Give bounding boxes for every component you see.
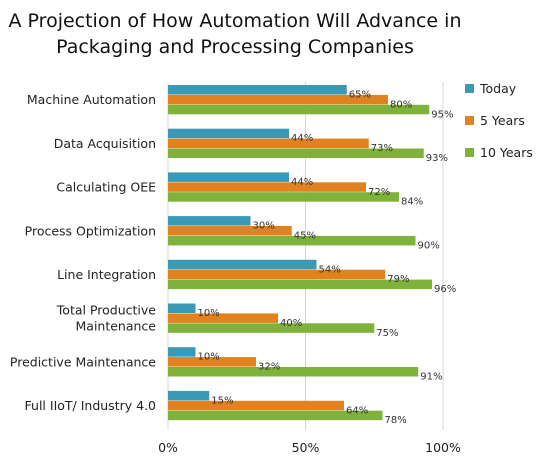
data-label: 10% <box>198 308 220 319</box>
data-label: 54% <box>319 264 341 275</box>
bar <box>168 148 424 158</box>
category-label: Line Integration <box>57 267 156 282</box>
data-label: 80% <box>390 99 412 110</box>
bar <box>168 410 383 421</box>
x-tick-label: 100% <box>425 440 461 455</box>
bars <box>168 85 432 421</box>
bar <box>168 216 251 226</box>
x-tick-label: 0% <box>158 440 178 455</box>
data-label: 32% <box>258 362 280 373</box>
legend: Today 5 Years 10 Years <box>465 81 533 160</box>
data-label: 30% <box>253 221 275 232</box>
x-tick-label: 50% <box>292 440 320 455</box>
bar <box>168 235 416 246</box>
legend-label: Today <box>479 81 517 96</box>
data-label: 40% <box>280 318 302 329</box>
bar <box>168 313 278 323</box>
bar <box>168 269 386 280</box>
category-label: Predictive Maintenance <box>10 354 156 369</box>
bar <box>168 323 375 333</box>
value-labels: 65% 80% 95% 44% 73% 93% 44% 72% 84% 30% 45% 90% 54% 7… <box>198 90 457 427</box>
bar <box>168 279 432 290</box>
chart-title-line-1: A Projection of How Automation Will Adva… <box>8 10 462 32</box>
data-label: 78% <box>385 415 407 426</box>
data-label: 84% <box>401 197 423 208</box>
category-label: Machine Automation <box>27 92 156 107</box>
data-label: 73% <box>371 143 393 154</box>
bar <box>168 138 369 149</box>
data-label: 79% <box>387 274 409 285</box>
bar <box>168 104 430 115</box>
category-label: Data Acquisition <box>54 136 156 151</box>
bar <box>168 259 317 270</box>
data-label: 15% <box>211 395 233 406</box>
category-label: Total Productive <box>56 303 156 318</box>
data-label: 72% <box>368 187 390 198</box>
category-label: Full IIoT/ Industry 4.0 <box>25 398 157 413</box>
data-label: 75% <box>376 328 398 339</box>
bar <box>168 303 196 313</box>
data-label: 45% <box>294 231 316 242</box>
legend-swatch <box>465 116 474 125</box>
data-label: 65% <box>349 90 371 101</box>
bar <box>168 390 210 401</box>
chart-title: A Projection of How Automation Will Adva… <box>0 8 470 60</box>
bar <box>168 172 289 182</box>
category-label: Maintenance <box>76 319 157 334</box>
bar <box>168 400 344 411</box>
category-labels: Machine Automation Data Acquisition Calcul… <box>10 92 156 413</box>
data-label: 91% <box>420 372 442 383</box>
bar <box>168 347 196 357</box>
legend-label: 10 Years <box>480 145 533 160</box>
bar <box>168 85 347 95</box>
bar <box>168 182 366 192</box>
category-label: Calculating OEE <box>56 180 156 195</box>
legend-label: 5 Years <box>480 113 525 128</box>
legend-swatch <box>465 148 474 157</box>
data-label: 96% <box>434 284 456 295</box>
data-label: 10% <box>198 352 220 363</box>
bar <box>168 128 289 139</box>
data-label: 90% <box>418 240 440 251</box>
bar <box>168 192 399 202</box>
bar <box>168 367 419 377</box>
data-label: 93% <box>426 153 448 164</box>
data-label: 95% <box>431 109 453 120</box>
data-label: 64% <box>346 405 368 416</box>
chart-title-line-2: Packaging and Processing Companies <box>56 36 414 58</box>
bar <box>168 357 256 367</box>
legend-swatch <box>465 84 474 93</box>
x-axis-ticks: 0% 50% 100% <box>158 440 461 455</box>
data-label: 44% <box>291 177 313 188</box>
bar <box>168 94 388 105</box>
category-label: Process Optimization <box>25 223 156 238</box>
bar <box>168 226 292 236</box>
data-label: 44% <box>291 133 313 144</box>
